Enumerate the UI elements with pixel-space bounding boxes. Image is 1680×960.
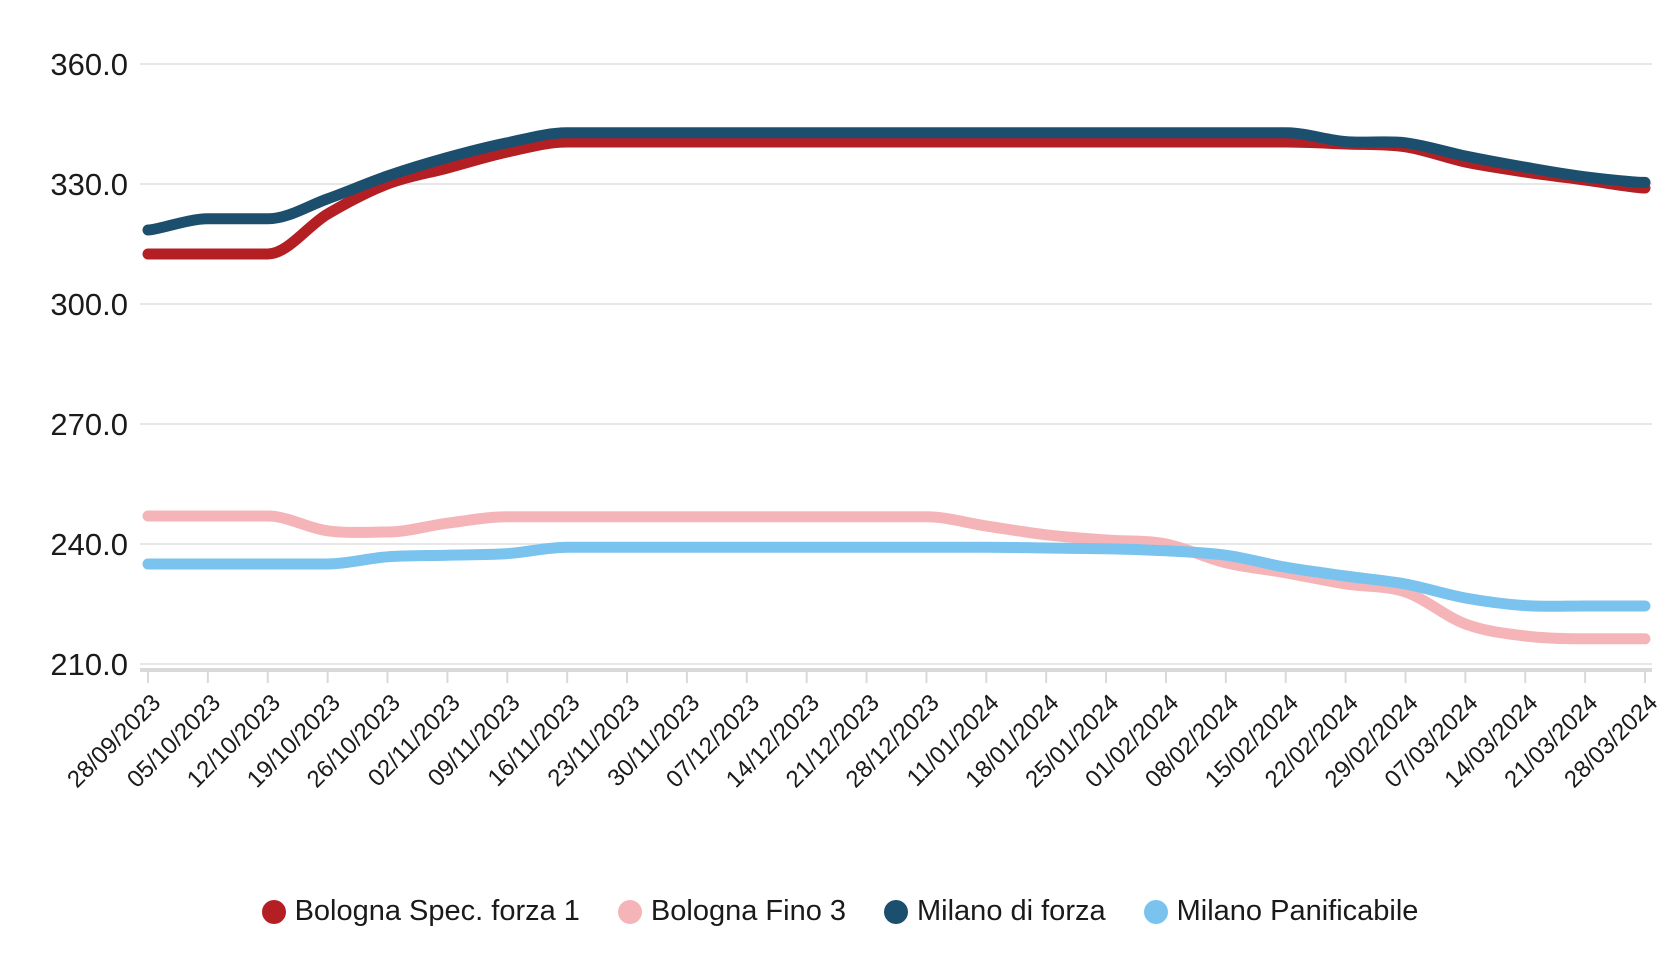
legend-item-milano-di-forza[interactable]: Milano di forza <box>884 895 1106 928</box>
legend-item-milano-panificabile[interactable]: Milano Panificabile <box>1143 895 1419 928</box>
legend-label: Bologna Fino 3 <box>650 895 847 927</box>
legend-marker-bologna-fino-3 <box>617 899 642 924</box>
series-line-bologna-spec-forza-1[interactable] <box>142 136 1651 260</box>
legend-label: Milano Panificabile <box>1176 895 1419 927</box>
series-line-milano-panificabile[interactable] <box>142 541 1651 612</box>
legend-label: Milano di forza <box>917 895 1106 927</box>
y-axis-tick-label: 240.0 <box>50 527 128 562</box>
series-line-bologna-fino-3[interactable] <box>142 510 1651 645</box>
y-axis-tick-label: 300.0 <box>50 287 128 322</box>
legend-label: Bologna Spec. forza 1 <box>294 895 580 927</box>
y-axis-tick-label: 360.0 <box>50 47 128 82</box>
legend-marker-milano-panificabile <box>1143 899 1168 924</box>
y-axis-tick-label: 330.0 <box>50 167 128 202</box>
y-axis-tick-label: 270.0 <box>50 407 128 442</box>
series-line-milano-di-forza[interactable] <box>142 127 1651 236</box>
legend-marker-bologna-spec-forza-1 <box>261 899 286 924</box>
legend-item-bologna-spec-forza-1[interactable]: Bologna Spec. forza 1 <box>261 895 580 928</box>
legend-marker-milano-di-forza <box>884 899 909 924</box>
legend-item-bologna-fino-3[interactable]: Bologna Fino 3 <box>617 895 847 928</box>
y-axis-tick-label: 210.0 <box>50 647 128 682</box>
chart-svg: 360.0330.0300.0270.0240.0210.028/09/2023… <box>50 47 1663 793</box>
legend: Bologna Spec. forza 1 Bologna Fino 3 Mil… <box>0 895 1680 928</box>
